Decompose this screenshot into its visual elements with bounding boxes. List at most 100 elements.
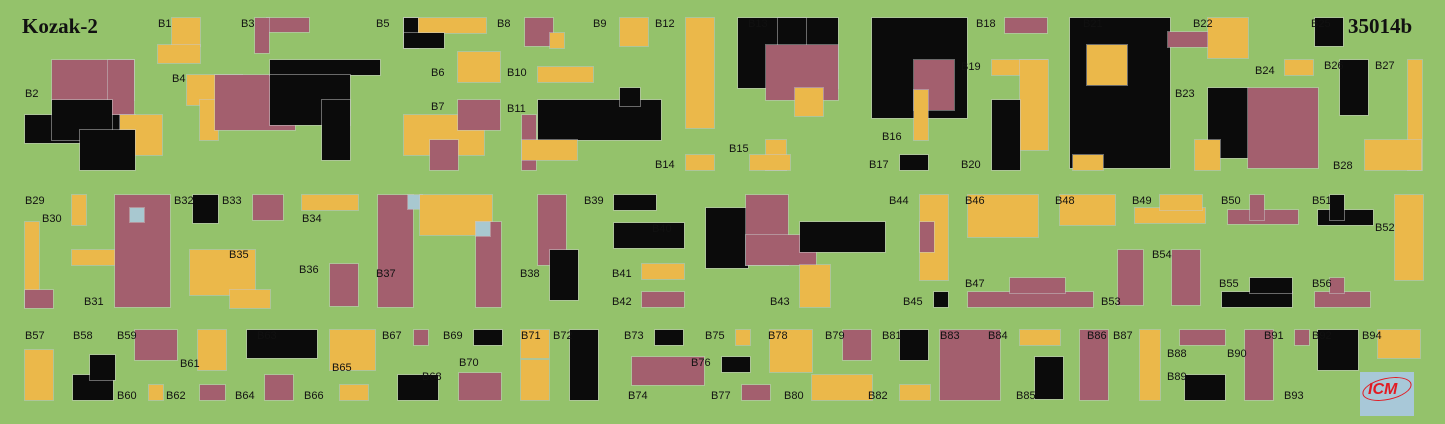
label-b26: B26 xyxy=(1324,60,1344,72)
label-b58: B58 xyxy=(73,330,93,342)
decal-shape xyxy=(321,99,351,161)
decal-shape xyxy=(1069,17,1171,169)
decal-shape xyxy=(1339,59,1369,116)
label-b7: B7 xyxy=(431,101,445,113)
decal-shape xyxy=(654,329,684,346)
label-b92: B92 xyxy=(1312,330,1332,342)
label-b52: B52 xyxy=(1375,222,1395,234)
label-b10: B10 xyxy=(507,67,527,79)
label-b87: B87 xyxy=(1113,330,1133,342)
decal-shape xyxy=(1019,329,1061,346)
decal-shape xyxy=(799,221,886,253)
decal-shape xyxy=(407,194,423,210)
label-b29: B29 xyxy=(25,195,45,207)
decal-shape xyxy=(254,17,270,54)
label-b86: B86 xyxy=(1087,330,1107,342)
decal-shape xyxy=(520,329,550,359)
label-b15: B15 xyxy=(729,143,749,155)
label-b19: B19 xyxy=(961,61,981,73)
decal-shape xyxy=(705,207,749,269)
decal-shape xyxy=(613,194,657,211)
decal-shape xyxy=(721,356,751,373)
decal-shape xyxy=(537,99,662,141)
decal-shape xyxy=(1117,249,1144,306)
decal-shape xyxy=(749,154,791,171)
decal-shape xyxy=(799,264,831,308)
label-b94: B94 xyxy=(1362,330,1382,342)
label-b13: B13 xyxy=(748,18,768,30)
label-b32: B32 xyxy=(174,195,194,207)
decal-shape xyxy=(641,263,685,280)
decal-shape xyxy=(269,59,381,76)
label-b40: B40 xyxy=(652,223,672,235)
decal-shape xyxy=(1059,194,1116,226)
decal-shape xyxy=(735,329,751,346)
decal-shape xyxy=(1194,139,1221,171)
label-b2: B2 xyxy=(25,88,39,100)
decal-shape xyxy=(403,32,445,49)
decal-shape xyxy=(1009,277,1066,294)
decal-shape xyxy=(899,329,929,361)
decal-shape xyxy=(967,194,1039,238)
decal-shape xyxy=(403,17,487,34)
decal-shape xyxy=(1317,209,1374,226)
label-b83: B83 xyxy=(940,330,960,342)
decal-shape xyxy=(473,329,503,346)
decal-shape xyxy=(71,249,123,266)
decal-shape xyxy=(919,221,935,253)
decal-shape xyxy=(457,99,501,131)
label-b23: B23 xyxy=(1175,88,1195,100)
decal-shape xyxy=(811,374,873,401)
decal-shape xyxy=(1034,356,1064,400)
decal-shape xyxy=(967,291,1094,308)
label-b14: B14 xyxy=(655,159,675,171)
label-b6: B6 xyxy=(431,67,445,79)
decal-shape xyxy=(377,194,414,308)
label-b47: B47 xyxy=(965,278,985,290)
decal-shape xyxy=(24,221,40,308)
decal-shape xyxy=(89,354,116,381)
sheet-code: 35014b xyxy=(1348,14,1413,38)
label-b69: B69 xyxy=(443,330,463,342)
decal-shape xyxy=(899,384,931,401)
decal-shape xyxy=(741,384,771,401)
decal-shape xyxy=(521,139,578,161)
decal-shape xyxy=(569,329,599,401)
label-b45: B45 xyxy=(903,296,923,308)
decal-shape xyxy=(79,129,136,171)
label-b67: B67 xyxy=(382,330,402,342)
label-b8: B8 xyxy=(497,18,511,30)
label-b16: B16 xyxy=(882,131,902,143)
label-b91: B91 xyxy=(1264,330,1284,342)
decal-shape xyxy=(71,194,87,226)
label-b84: B84 xyxy=(988,330,1008,342)
decal-shape xyxy=(266,17,310,33)
label-b73: B73 xyxy=(624,330,644,342)
label-b22: B22 xyxy=(1193,18,1213,30)
decal-shape xyxy=(171,17,201,47)
label-b50: B50 xyxy=(1221,195,1241,207)
decal-shape xyxy=(129,207,145,223)
decal-shape xyxy=(1004,17,1048,34)
decal-shape xyxy=(1314,17,1344,47)
label-b65: B65 xyxy=(332,362,352,374)
decal-shape xyxy=(549,32,565,49)
label-b53: B53 xyxy=(1101,296,1121,308)
decal-shape xyxy=(24,289,54,309)
decal-shape xyxy=(1249,277,1293,294)
label-b55: B55 xyxy=(1219,278,1239,290)
decal-shape xyxy=(397,374,439,401)
decal-shape xyxy=(1221,291,1293,308)
decal-shape xyxy=(613,222,685,249)
decal-shape xyxy=(794,87,824,117)
decal-shape xyxy=(1249,194,1265,221)
label-b82: B82 xyxy=(868,390,888,402)
label-b37: B37 xyxy=(376,268,396,280)
decal-shape xyxy=(1184,374,1226,401)
label-b35: B35 xyxy=(229,249,249,261)
decal-shape xyxy=(197,329,227,371)
label-b34: B34 xyxy=(302,213,322,225)
decal-shape xyxy=(913,89,929,141)
label-b25: B25 xyxy=(1311,18,1331,30)
